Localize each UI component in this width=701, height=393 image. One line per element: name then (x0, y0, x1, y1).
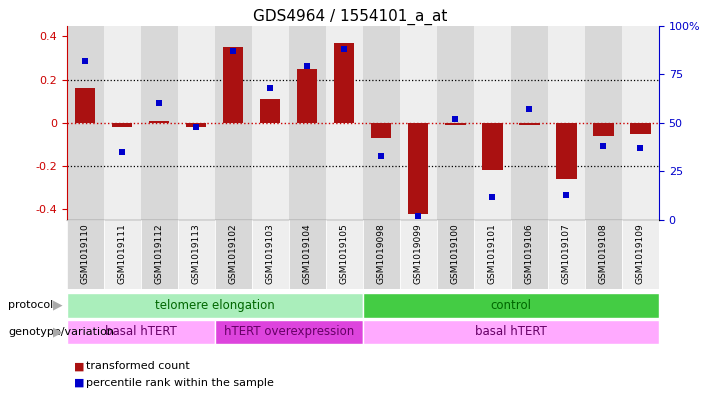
Text: GSM1019110: GSM1019110 (81, 224, 90, 284)
Bar (177, 26, 215, 220)
Text: GSM1019101: GSM1019101 (488, 224, 497, 284)
Bar (585, 220, 622, 289)
Bar (215, 26, 252, 220)
Bar (67, 26, 104, 220)
Bar (511, 220, 548, 289)
Bar (474, 220, 511, 289)
Bar (112, 123, 132, 127)
Text: protocol: protocol (8, 300, 54, 310)
Text: basal hTERT: basal hTERT (104, 325, 177, 338)
Text: GSM1019107: GSM1019107 (562, 224, 571, 284)
Text: GSM1019102: GSM1019102 (229, 224, 238, 284)
Bar (437, 26, 474, 220)
Bar (149, 121, 170, 123)
Text: telomere elongation: telomere elongation (155, 299, 275, 312)
Bar (371, 123, 391, 138)
Bar (622, 26, 659, 220)
Bar (334, 43, 355, 123)
Bar (252, 220, 289, 289)
Bar (177, 220, 215, 289)
Text: GSM1019113: GSM1019113 (191, 224, 200, 284)
Bar (215, 220, 252, 289)
Text: genotype/variation: genotype/variation (8, 327, 114, 337)
Bar (400, 220, 437, 289)
Bar (141, 26, 177, 220)
Text: GSM1019100: GSM1019100 (451, 224, 460, 284)
Bar (104, 26, 141, 220)
Text: basal hTERT: basal hTERT (475, 325, 547, 338)
Bar (326, 220, 363, 289)
Bar (289, 26, 326, 220)
Text: GSM1019108: GSM1019108 (599, 224, 608, 284)
Text: GSM1019098: GSM1019098 (376, 224, 386, 284)
Bar (622, 220, 659, 289)
Text: GSM1019111: GSM1019111 (118, 224, 127, 284)
Text: GSM1019109: GSM1019109 (636, 224, 645, 284)
Bar (223, 47, 243, 123)
Bar (297, 69, 318, 123)
Bar (630, 123, 651, 134)
Text: ■: ■ (74, 361, 84, 371)
Text: GSM1019112: GSM1019112 (155, 224, 163, 284)
Bar (511, 26, 548, 220)
Bar (593, 123, 613, 136)
Text: GSM1019104: GSM1019104 (303, 224, 312, 284)
Bar (67, 320, 215, 344)
Text: transformed count: transformed count (86, 361, 189, 371)
Text: ■: ■ (74, 378, 84, 388)
Bar (363, 320, 659, 344)
Bar (363, 26, 400, 220)
Bar (289, 220, 326, 289)
Bar (326, 26, 363, 220)
Bar (260, 99, 280, 123)
Bar (363, 220, 400, 289)
Bar (215, 320, 363, 344)
Bar (400, 26, 437, 220)
Text: GSM1019105: GSM1019105 (340, 224, 349, 284)
Bar (104, 220, 141, 289)
Bar (548, 220, 585, 289)
Text: GSM1019099: GSM1019099 (414, 224, 423, 284)
Bar (141, 220, 177, 289)
Bar (585, 26, 622, 220)
Bar (556, 123, 576, 179)
Bar (363, 293, 659, 318)
Bar (437, 220, 474, 289)
Bar (482, 123, 503, 171)
Bar (67, 293, 363, 318)
Text: GSM1019103: GSM1019103 (266, 224, 275, 284)
Bar (519, 123, 540, 125)
Bar (186, 123, 206, 127)
Text: control: control (491, 299, 531, 312)
Bar (548, 26, 585, 220)
Text: hTERT overexpression: hTERT overexpression (224, 325, 354, 338)
Bar (474, 26, 511, 220)
Text: ▶: ▶ (53, 325, 63, 338)
Bar (252, 26, 289, 220)
Text: GDS4964 / 1554101_a_at: GDS4964 / 1554101_a_at (253, 9, 448, 25)
Bar (75, 88, 95, 123)
Text: ▶: ▶ (53, 299, 63, 312)
Bar (408, 123, 428, 214)
Bar (67, 220, 104, 289)
Text: percentile rank within the sample: percentile rank within the sample (86, 378, 273, 388)
Text: GSM1019106: GSM1019106 (525, 224, 534, 284)
Bar (445, 123, 465, 125)
